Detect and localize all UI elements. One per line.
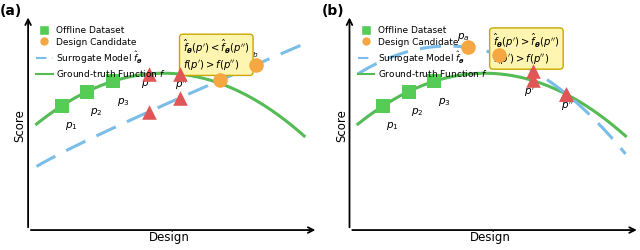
Text: $p_b$: $p_b$ bbox=[488, 38, 501, 50]
Point bbox=[214, 78, 225, 82]
Text: $p_1$: $p_1$ bbox=[65, 120, 77, 132]
Text: $p_3$: $p_3$ bbox=[438, 96, 451, 108]
Text: (b): (b) bbox=[321, 4, 344, 18]
Text: $p_2$: $p_2$ bbox=[90, 106, 102, 118]
X-axis label: Design: Design bbox=[470, 232, 511, 244]
Point bbox=[57, 104, 67, 108]
Point bbox=[175, 72, 186, 76]
Text: $p'$: $p'$ bbox=[141, 77, 152, 92]
Y-axis label: Score: Score bbox=[13, 109, 27, 142]
Point bbox=[493, 53, 504, 57]
Text: $p_a$: $p_a$ bbox=[209, 64, 221, 76]
Point bbox=[175, 96, 186, 100]
Text: $\hat{f}_{\boldsymbol{\theta}}(p') > \hat{f}_{\boldsymbol{\theta}}(p'')$
$f(p') : $\hat{f}_{\boldsymbol{\theta}}(p') > \ha… bbox=[493, 32, 560, 66]
X-axis label: Design: Design bbox=[148, 232, 189, 244]
Point bbox=[144, 72, 154, 76]
Point bbox=[429, 79, 439, 83]
Point bbox=[527, 68, 538, 72]
Text: $p_a$: $p_a$ bbox=[457, 31, 470, 43]
Text: $p''$: $p''$ bbox=[175, 77, 188, 92]
Text: $p'$: $p'$ bbox=[524, 85, 535, 99]
Point bbox=[108, 79, 118, 83]
Y-axis label: Score: Score bbox=[335, 109, 348, 142]
Point bbox=[561, 92, 572, 96]
Text: $p''$: $p''$ bbox=[561, 98, 574, 113]
Legend: Offline Dataset, Design Candidate, Surrogate Model $\hat{f}_{\boldsymbol{\theta}: Offline Dataset, Design Candidate, Surro… bbox=[354, 23, 491, 82]
Point bbox=[82, 90, 92, 94]
Point bbox=[403, 90, 413, 94]
Point bbox=[561, 92, 572, 96]
Point bbox=[527, 78, 538, 82]
Point bbox=[144, 110, 154, 114]
Text: $p_1$: $p_1$ bbox=[386, 120, 399, 132]
Point bbox=[251, 62, 261, 66]
Text: $p_3$: $p_3$ bbox=[117, 96, 129, 108]
Text: $p_2$: $p_2$ bbox=[412, 106, 424, 118]
Point bbox=[378, 104, 388, 108]
Text: $\hat{f}_{\boldsymbol{\theta}}(p') < \hat{f}_{\boldsymbol{\theta}}(p'')$
$f(p') : $\hat{f}_{\boldsymbol{\theta}}(p') < \ha… bbox=[183, 38, 250, 72]
Text: (a): (a) bbox=[0, 4, 22, 18]
Legend: Offline Dataset, Design Candidate, Surrogate Model $\hat{f}_{\boldsymbol{\theta}: Offline Dataset, Design Candidate, Surro… bbox=[33, 23, 170, 82]
Text: $p_b$: $p_b$ bbox=[246, 48, 259, 60]
Point bbox=[463, 46, 473, 50]
